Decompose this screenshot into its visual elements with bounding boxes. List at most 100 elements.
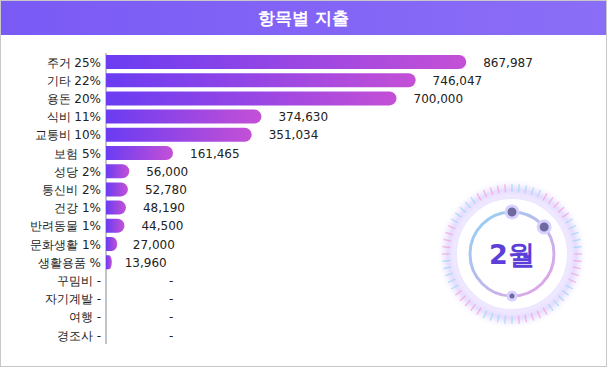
badge-tick (543, 193, 547, 200)
badge-tick (553, 202, 558, 208)
badge-tick (566, 219, 573, 223)
badge-tick (448, 279, 455, 282)
bar (106, 128, 252, 142)
category-label: 식비 11% (47, 110, 102, 124)
category-label: 문화생활 1% (30, 238, 101, 252)
badge-tick (558, 207, 564, 212)
badge-tick (442, 253, 450, 254)
category-label: 기타 22% (47, 74, 102, 88)
badge-tick (477, 308, 481, 315)
category-label: 건강 1% (54, 201, 101, 215)
bar (106, 201, 126, 215)
badge-tick (562, 290, 568, 295)
badge-tick (518, 184, 520, 192)
badge-tick (574, 253, 582, 254)
badge-tick (490, 187, 492, 195)
month-label: 2월 (489, 239, 535, 270)
data-label: 27,000 (133, 238, 175, 252)
badge-tick (558, 295, 564, 300)
badge-tick (490, 313, 492, 321)
badge-tick (537, 190, 540, 197)
badge-tick (571, 273, 579, 275)
badge-ring (470, 212, 554, 296)
category-label: 주거 25% (47, 56, 102, 70)
data-label: 52,780 (145, 183, 187, 197)
badge-tick (574, 246, 582, 248)
category-label: 교통비 10% (35, 128, 102, 142)
badge-tick (537, 311, 540, 318)
category-label: 자기계발 - (45, 292, 101, 306)
badge-tick (442, 260, 450, 262)
category-label: 여행 - (69, 310, 101, 324)
badge-tick (455, 213, 461, 218)
badge-tick (562, 213, 568, 218)
bar (106, 110, 261, 124)
badge-tick (477, 193, 481, 200)
badge-face (456, 198, 568, 310)
badge-tick (448, 226, 455, 229)
badge-tick (525, 315, 527, 323)
frame (1, 1, 607, 367)
badge-tick (571, 232, 579, 234)
data-label: 13,960 (125, 256, 167, 270)
category-label: 보험 5% (54, 147, 101, 161)
bar (106, 73, 416, 87)
badge-tick (445, 273, 453, 275)
month-badge: 2월 (436, 178, 588, 330)
data-label: 48,190 (143, 201, 185, 215)
data-label: - (169, 292, 173, 306)
badge-tick (451, 285, 458, 289)
badge-tick (511, 184, 512, 192)
badge-dot (508, 292, 516, 300)
data-label: - (169, 329, 173, 343)
badge-tick (465, 300, 470, 306)
badge-tick (548, 304, 553, 310)
badge-tick (569, 226, 576, 229)
bar (106, 164, 129, 178)
data-label: 374,630 (278, 110, 328, 124)
badge-tick (471, 304, 476, 310)
badge-tick (451, 219, 458, 223)
bar (106, 182, 128, 196)
badge-tick (497, 186, 499, 194)
category-label: 통신비 2% (42, 183, 101, 197)
data-label: 746,047 (433, 74, 483, 88)
badge-tick (569, 279, 576, 282)
badge-tick (553, 300, 558, 306)
badge-dot (538, 221, 550, 233)
category-label: 경조사 - (57, 329, 101, 343)
data-label: - (169, 274, 173, 288)
badge-tick (525, 186, 527, 194)
badge-tick (455, 290, 461, 295)
badge-dot (506, 206, 518, 218)
bar (106, 55, 466, 69)
badge-tick (460, 207, 466, 212)
badge-tick (573, 239, 581, 241)
badge-tick (511, 316, 512, 324)
category-label: 성당 2% (54, 165, 101, 179)
badge-tick (497, 315, 499, 323)
data-label: 161,465 (190, 147, 240, 161)
category-label: 용돈 20% (47, 92, 102, 106)
badge-tick (445, 232, 453, 234)
badge-tick (504, 316, 506, 324)
chart: 항목별 지출주거 25%867,987기타 22%746,047용돈 20%70… (0, 0, 607, 367)
badge-tick (460, 295, 466, 300)
category-label: 꾸밈비 - (57, 274, 101, 288)
data-label: 351,034 (269, 128, 319, 142)
badge-tick (548, 197, 553, 203)
badge-tick (465, 202, 470, 208)
badge-tick (484, 190, 487, 197)
bar (106, 91, 397, 105)
badge-tick (444, 239, 452, 241)
badge-tick (573, 267, 581, 269)
bar (106, 237, 117, 251)
badge-tick (531, 187, 533, 195)
title: 항목별 지출 (258, 8, 349, 28)
badge-tick (543, 308, 547, 315)
badge-tick (518, 316, 520, 324)
bars (106, 55, 466, 269)
bar (106, 255, 112, 269)
badge-tick (484, 311, 487, 318)
category-label: 생활용품 % (38, 256, 101, 270)
